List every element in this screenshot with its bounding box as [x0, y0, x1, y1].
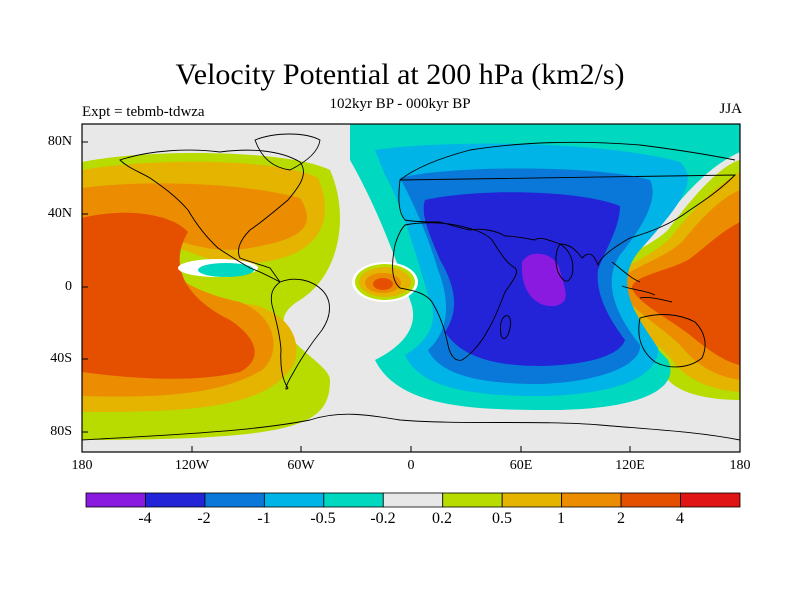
colorbar-box [501, 492, 563, 508]
lat-label-40n: 40N [47, 206, 72, 221]
antarctica-coast [82, 413, 740, 441]
madagascar-coast [499, 315, 511, 339]
lon-label-180e: 180 [729, 458, 751, 473]
colorbar [85, 492, 741, 508]
colorbar-label: 2 [617, 510, 625, 527]
season-label: JJA [719, 101, 742, 117]
colorbar-label: -0.5 [310, 510, 336, 527]
colorbar-box [263, 492, 325, 508]
map-field [82, 124, 740, 452]
lon-label-120w: 120W [174, 458, 210, 473]
africa-coast [392, 222, 517, 361]
colorbar-label: 4 [676, 510, 684, 527]
indian-negative-4 [521, 253, 566, 307]
eurasia-coast [398, 141, 737, 267]
colorbar-label: 0.2 [432, 510, 452, 527]
lat-label-0: 0 [65, 279, 72, 294]
axis-ticks [81, 141, 741, 452]
colorbar-label: -2 [197, 510, 211, 527]
figure-subtitle: 102kyr BP - 000kyr BP [329, 96, 471, 112]
colorbar-box [204, 492, 265, 508]
lon-label-120e: 120E [615, 458, 645, 473]
colorbar-label: 0.5 [492, 510, 512, 527]
australia-coast [638, 314, 706, 368]
greenland-coast [254, 133, 321, 171]
south-america-coast [270, 278, 330, 390]
lat-label-40s: 40S [50, 351, 72, 366]
colorbar-box [145, 492, 206, 508]
figure-title: Velocity Potential at 200 hPa (km2/s) [175, 58, 625, 91]
colorbar-label: 1 [557, 510, 565, 527]
colorbar-label: -4 [138, 510, 152, 527]
lon-label-0: 0 [407, 458, 415, 473]
lat-label-80s: 80S [50, 424, 72, 439]
pacific-positive-2 [82, 212, 255, 379]
north-america-coast [119, 149, 304, 283]
lon-label-60e: 60E [509, 458, 533, 473]
colorbar-box [382, 492, 444, 508]
caribbean-negative [198, 263, 254, 277]
lat-label-80n: 80N [47, 134, 72, 149]
colorbar-box [323, 492, 384, 508]
colorbar-box [561, 492, 622, 508]
colorbar-label: -1 [257, 510, 271, 527]
experiment-label: Expt = tebmb-tdwza [82, 104, 205, 120]
coastlines [82, 133, 740, 441]
india-coast [555, 243, 574, 282]
lon-label-180w: 180 [71, 458, 93, 473]
atlantic-positive-2 [373, 278, 393, 290]
colorbar-label: -0.2 [370, 510, 396, 527]
wpac-positive-2 [632, 222, 740, 365]
lon-label-60w: 60W [287, 458, 315, 473]
colorbar-box [85, 492, 146, 508]
colorbar-box [680, 492, 741, 508]
colorbar-box [442, 492, 503, 508]
colorbar-box [620, 492, 681, 508]
maritime-continent-coast [611, 261, 673, 303]
